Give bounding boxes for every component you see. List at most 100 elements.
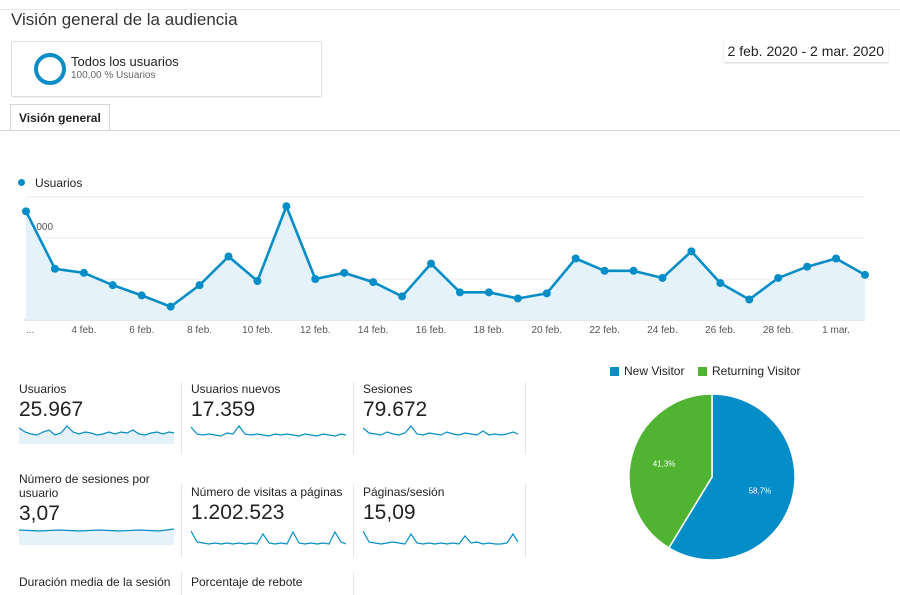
metric-usuarios-nuevos[interactable]: Usuarios nuevos 17.359 <box>191 382 356 422</box>
metric-usuarios[interactable]: Usuarios 25.967 <box>19 382 184 422</box>
visitor-type-pie-chart[interactable]: 58,7% 41,3% <box>620 385 804 569</box>
data-point[interactable] <box>658 273 667 282</box>
metric-label: Páginas/sesión <box>363 485 445 499</box>
data-point[interactable] <box>311 275 320 283</box>
pie-slice[interactable] <box>628 393 713 549</box>
segment-circle-icon <box>34 53 66 85</box>
data-point[interactable] <box>513 294 522 303</box>
metric-value: 79.672 <box>363 398 428 421</box>
metric-visitas-paginas[interactable]: Número de visitas a páginas 1.202.523 <box>191 485 356 525</box>
pie-slice-label: 58,7% <box>749 486 772 495</box>
metric-label: Número de sesiones por usuario <box>19 472 150 500</box>
page-title: Visión general de la audiencia <box>11 10 238 29</box>
metric-label: Porcentaje de rebote <box>191 575 303 589</box>
data-point[interactable] <box>542 289 551 298</box>
area-fill <box>26 206 865 320</box>
x-tick-label: 24 feb. <box>647 325 678 336</box>
metric-label: Número de visitas a páginas <box>191 485 343 499</box>
x-tick-label: 14 feb. <box>358 325 389 336</box>
x-tick-label: 20 feb. <box>531 325 562 336</box>
series-legend-label[interactable]: Usuarios <box>35 176 83 190</box>
x-tick-label: 1 mar. <box>822 325 850 336</box>
metric-label: Usuarios <box>19 382 67 396</box>
x-tick-label: ... <box>26 325 34 336</box>
metric-sesiones-por-usuario[interactable]: Número de sesiones por usuario 3,07 <box>19 472 169 526</box>
tab-vision-general[interactable]: Visión general <box>10 104 110 131</box>
metric-divider <box>525 382 526 454</box>
metric-divider <box>181 382 182 454</box>
series-legend-dot-icon <box>18 179 25 186</box>
pie-legend-label: New Visitor <box>624 364 685 378</box>
sparkline-visitas-paginas <box>191 530 346 545</box>
segment-name: Todos los usuarios <box>71 54 179 69</box>
metric-porcentaje-rebote[interactable]: Porcentaje de rebote <box>191 575 356 589</box>
date-range-picker[interactable]: 2 feb. 2020 - 2 mar. 2020 <box>723 40 888 62</box>
metric-sesiones[interactable]: Sesiones 79.672 <box>363 382 528 422</box>
x-tick-label: 4 feb. <box>71 325 96 336</box>
metric-duracion-media[interactable]: Duración media de la sesión <box>19 575 184 589</box>
metric-divider <box>353 485 354 557</box>
data-point[interactable] <box>745 295 754 304</box>
metric-value: 3,07 <box>19 502 60 525</box>
data-point[interactable] <box>253 277 262 286</box>
sparkline-sesiones <box>363 425 518 436</box>
data-point[interactable] <box>369 278 378 287</box>
metric-divider <box>181 485 182 557</box>
metric-divider <box>353 573 354 595</box>
sparkline-sesiones-por-usuario <box>19 528 174 545</box>
x-tick-label: 28 feb. <box>763 325 794 336</box>
metric-value: 1.202.523 <box>191 501 285 524</box>
x-tick-label: 12 feb. <box>300 325 331 336</box>
metric-label: Duración media de la sesión <box>19 575 171 589</box>
segment-card[interactable]: Todos los usuarios 100,00 % Usuarios <box>11 41 322 97</box>
series-line-usuarios <box>24 202 866 309</box>
data-point[interactable] <box>803 262 812 271</box>
legend-swatch <box>698 367 707 376</box>
data-point[interactable] <box>832 254 841 263</box>
data-point[interactable] <box>861 270 869 279</box>
metric-divider <box>525 485 526 557</box>
data-point[interactable] <box>282 202 291 211</box>
x-tick-label: 10 feb. <box>242 325 273 336</box>
data-point[interactable] <box>427 259 436 268</box>
data-point[interactable] <box>166 302 175 311</box>
metric-value: 17.359 <box>191 398 256 421</box>
top-divider <box>0 9 900 10</box>
data-point[interactable] <box>571 254 580 263</box>
y-tick-label: 4.000 <box>28 222 53 233</box>
data-point[interactable] <box>79 268 88 277</box>
data-point[interactable] <box>224 252 233 261</box>
pie-slice[interactable] <box>667 393 796 561</box>
metric-divider <box>181 573 182 595</box>
data-point[interactable] <box>137 291 146 300</box>
data-point[interactable] <box>398 292 407 301</box>
data-point[interactable] <box>195 281 204 290</box>
metric-paginas-sesion[interactable]: Páginas/sesión 15,09 <box>363 485 528 525</box>
data-point[interactable] <box>455 288 464 297</box>
data-point[interactable] <box>687 247 696 256</box>
metric-value: 15,09 <box>363 501 416 524</box>
segment-percentage: 100,00 % Usuarios <box>71 70 156 81</box>
metric-label: Sesiones <box>363 382 413 396</box>
sparkline-paginas-sesion <box>363 530 518 545</box>
x-tick-label: 8 feb. <box>187 325 212 336</box>
data-point[interactable] <box>629 266 638 275</box>
data-point[interactable] <box>340 268 349 277</box>
x-tick-label: 26 feb. <box>705 325 736 336</box>
data-point[interactable] <box>50 264 59 273</box>
users-line-chart[interactable]: 6.0004.0002.000...4 feb.6 feb.8 feb.10 f… <box>0 195 900 345</box>
data-point[interactable] <box>774 273 783 282</box>
x-tick-label: 18 feb. <box>474 325 505 336</box>
data-point[interactable] <box>716 279 725 288</box>
x-tick-label: 16 feb. <box>416 325 447 336</box>
data-point[interactable] <box>108 281 117 290</box>
data-point[interactable] <box>600 266 609 275</box>
data-point[interactable] <box>22 207 30 216</box>
x-tick-label: 22 feb. <box>589 325 620 336</box>
tab-divider <box>0 130 900 131</box>
x-tick-label: 6 feb. <box>129 325 154 336</box>
sparkline-usuarios-nuevos <box>191 425 346 437</box>
data-point[interactable] <box>484 288 493 297</box>
pie-legend-new-visitor[interactable]: New Visitor <box>610 364 684 378</box>
pie-legend-returning-visitor[interactable]: Returning Visitor <box>698 364 801 378</box>
